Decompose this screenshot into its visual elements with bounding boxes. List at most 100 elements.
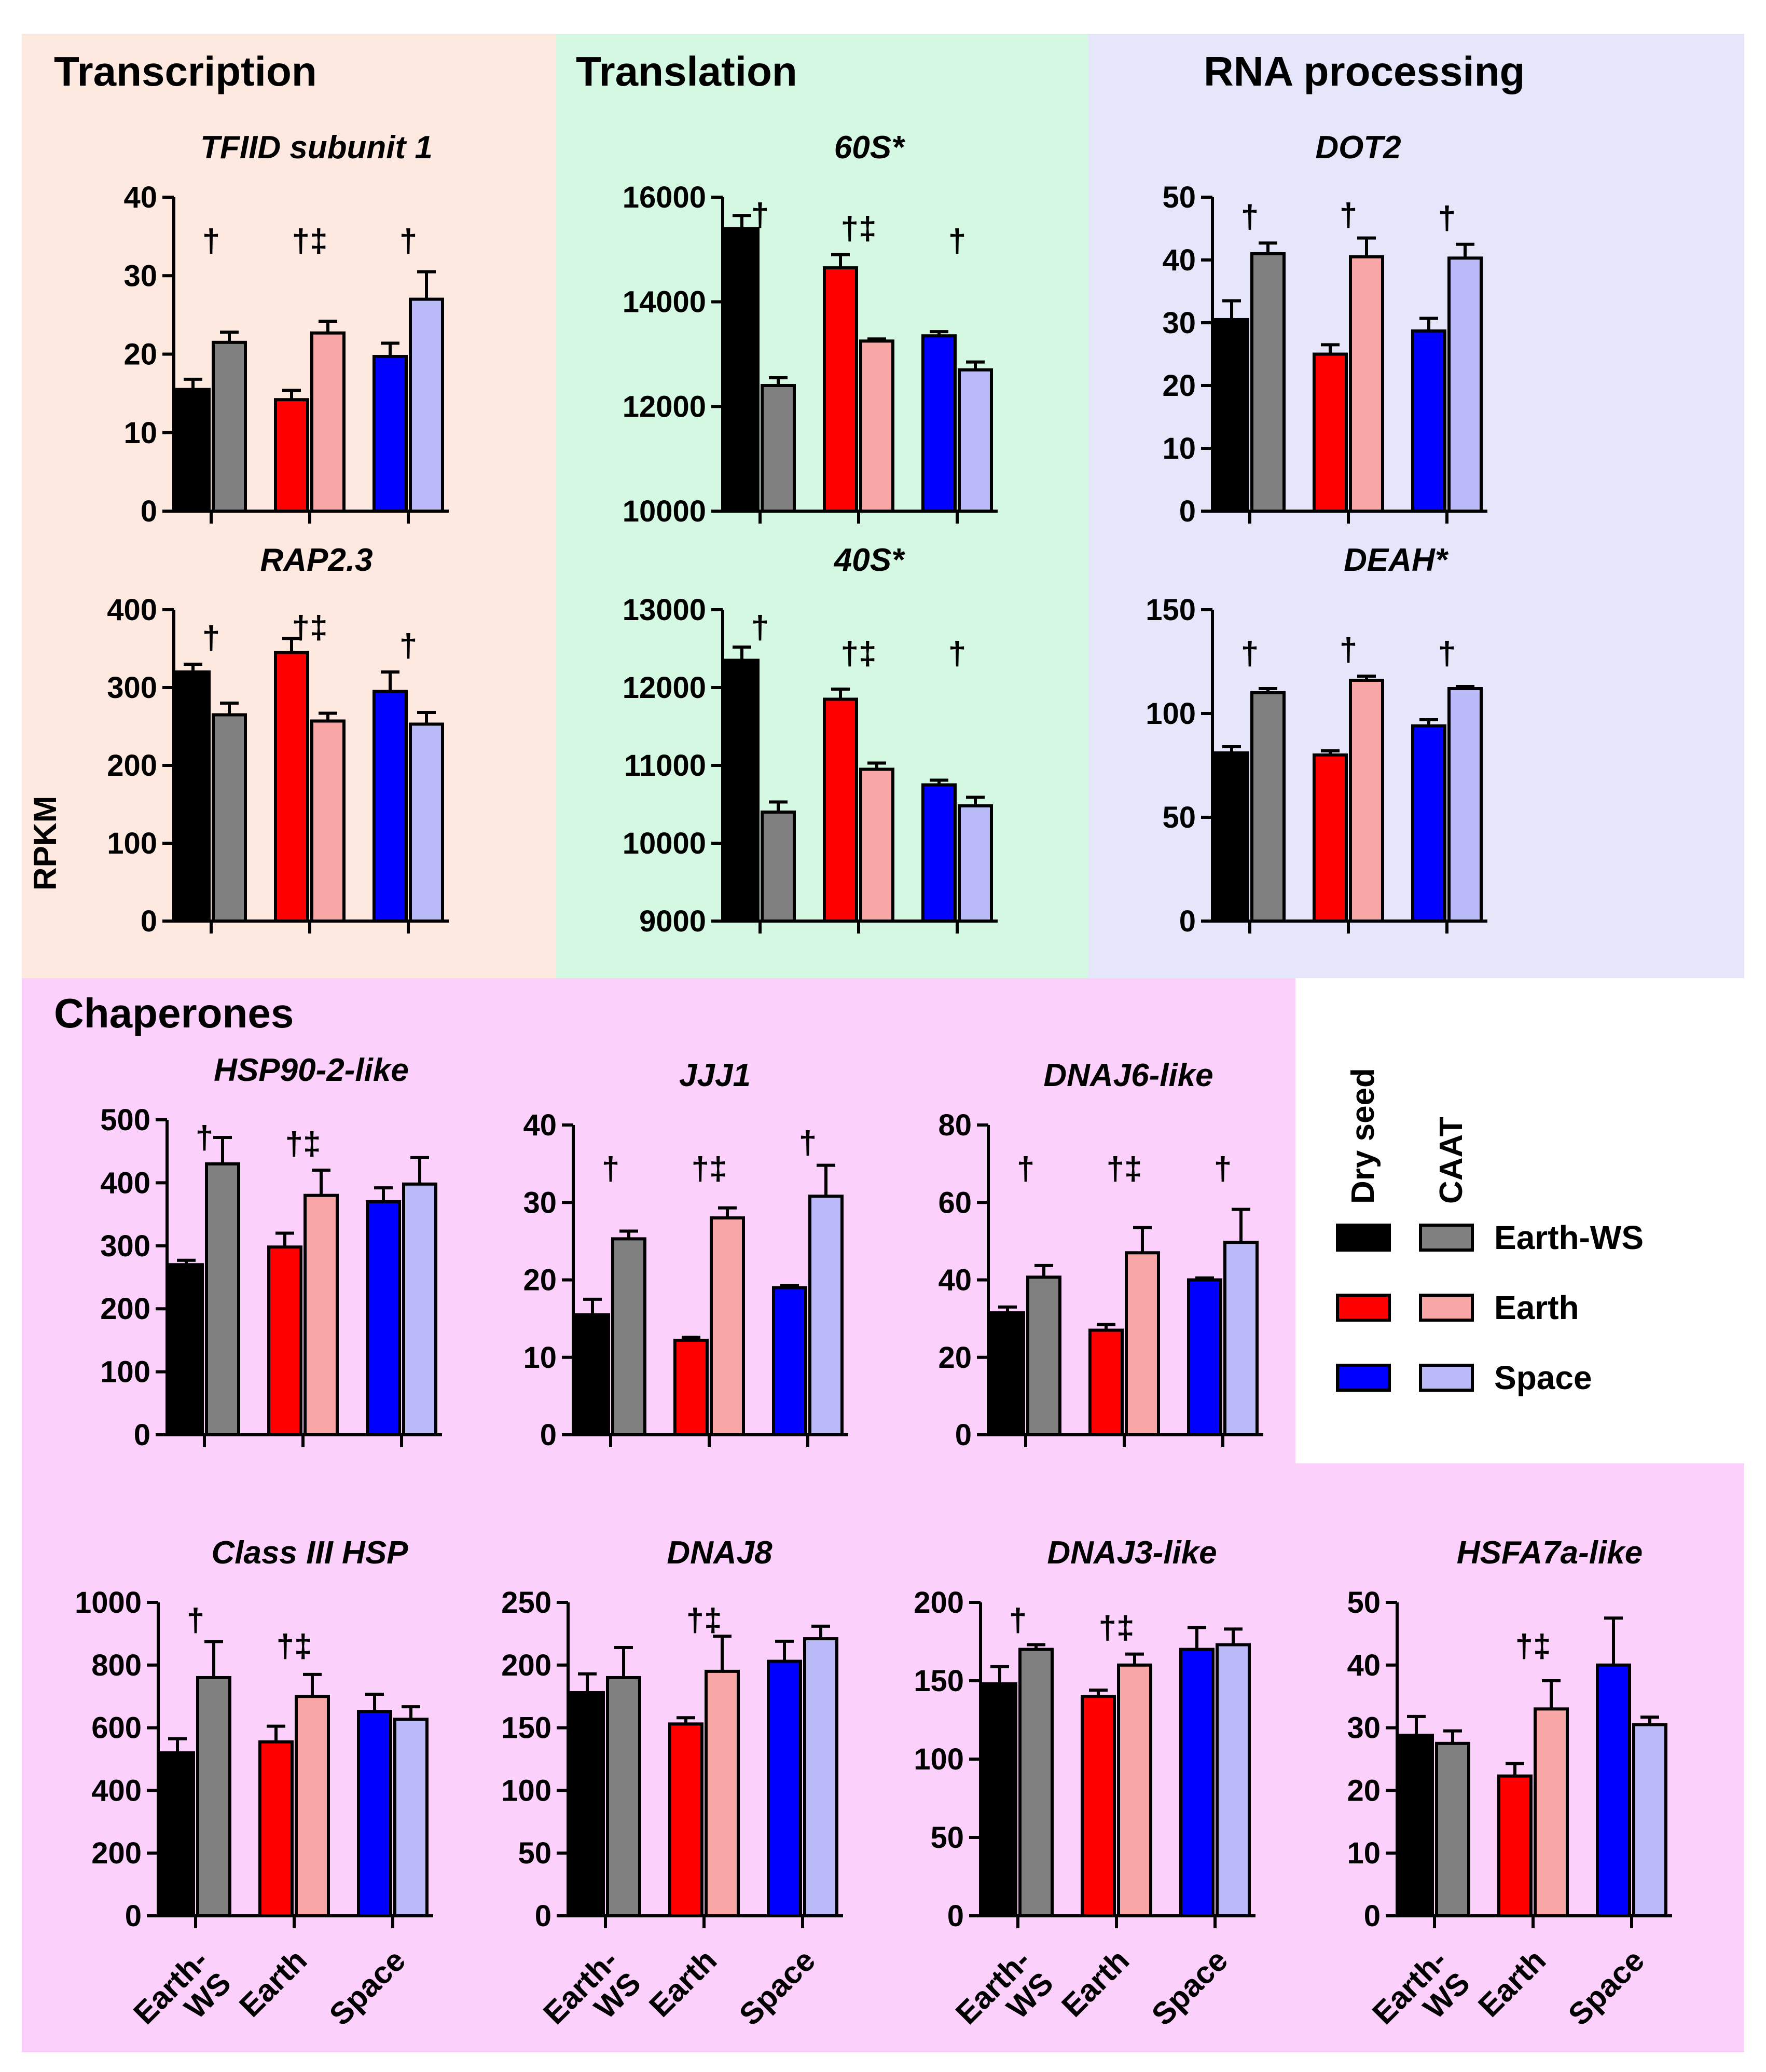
y-tick-label: 200 xyxy=(501,1649,551,1682)
significance-marker: †‡ xyxy=(277,1628,312,1664)
bar-dry-seed-0 xyxy=(570,1691,605,1917)
y-tick-label: 100 xyxy=(107,827,157,860)
y-tick-label: 20 xyxy=(938,1341,972,1375)
y-tick-label: 20 xyxy=(523,1264,557,1297)
chart-title: DNAJ8 xyxy=(667,1535,772,1571)
y-tick-label: 0 xyxy=(1364,1899,1381,1933)
y-tick-label: 13000 xyxy=(623,593,706,627)
bar-caat-1 xyxy=(1349,255,1384,513)
legend-label: Space xyxy=(1494,1359,1592,1396)
y-tick-label: 30 xyxy=(523,1186,557,1219)
y-tick-label: 40 xyxy=(1347,1649,1381,1682)
y-tick-label: 40 xyxy=(1162,243,1196,277)
significance-marker: †‡ xyxy=(692,1151,727,1187)
bar-caat-2 xyxy=(1216,1643,1251,1918)
chaperones-title: Chaperones xyxy=(54,990,294,1036)
bar-caat-2 xyxy=(1447,256,1483,513)
bar-caat-2 xyxy=(402,1182,437,1436)
bar-dry-seed-0 xyxy=(175,670,211,923)
significance-marker: † xyxy=(196,1120,213,1156)
bar-dry-seed-0 xyxy=(160,1751,195,1917)
chart-title: DNAJ3-like xyxy=(1047,1535,1217,1571)
chart-hsp90: HSP90-2-like 0 100 200 300 400 500 † †‡ xyxy=(100,1052,442,1452)
bar-caat-0 xyxy=(1018,1648,1054,1918)
bar-dry-seed-0 xyxy=(1399,1734,1434,1917)
bar-caat-1 xyxy=(303,1193,339,1436)
y-tick-label: 20 xyxy=(123,338,157,372)
y-tick-label: 400 xyxy=(107,593,157,627)
bar-caat-2 xyxy=(1223,1241,1259,1437)
y-tick-label: 100 xyxy=(1146,697,1196,731)
bar-caat-0 xyxy=(1435,1741,1470,1918)
bar-caat-2 xyxy=(958,804,993,923)
bar-caat-0 xyxy=(606,1676,641,1917)
y-axis-label: RPKM xyxy=(27,796,63,891)
legend-swatch-caat xyxy=(1419,1364,1474,1392)
significance-marker: †‡ xyxy=(686,1602,722,1638)
significance-marker: †‡ xyxy=(841,211,877,246)
bar-caat-1 xyxy=(710,1216,745,1437)
y-tick-label: 100 xyxy=(100,1355,150,1389)
bar-caat-1 xyxy=(1117,1663,1152,1918)
bar-caat-1 xyxy=(859,339,894,513)
bar-dry-seed-0 xyxy=(724,658,760,923)
y-tick-label: 10 xyxy=(1162,432,1196,465)
significance-marker: † xyxy=(1340,197,1357,233)
chart-title: TFIID subunit 1 xyxy=(200,130,433,166)
bar-caat-2 xyxy=(958,368,993,513)
bar-dry-seed-1 xyxy=(823,697,858,923)
y-tick-label: 0 xyxy=(125,1899,142,1933)
y-tick-label: 300 xyxy=(107,671,157,705)
significance-marker: † xyxy=(202,620,220,656)
y-tick-label: 300 xyxy=(100,1229,150,1263)
bar-caat-1 xyxy=(310,719,346,923)
y-tick-label: 10 xyxy=(123,416,157,450)
significance-marker: † xyxy=(1241,636,1259,671)
significance-marker: † xyxy=(751,197,769,233)
chart-jjj1: JJJ1 0 10 20 30 40 † †‡ † xyxy=(523,1058,848,1452)
legend-swatch-caat xyxy=(1419,1294,1474,1322)
y-tick-label: 0 xyxy=(141,495,157,528)
bar-dry-seed-1 xyxy=(668,1722,703,1918)
legend-rows: Earth-WS Earth Space xyxy=(1336,1219,1644,1396)
y-tick-label: 0 xyxy=(535,1899,551,1933)
y-tick-label: 150 xyxy=(1146,593,1196,627)
bar-caat-1 xyxy=(859,767,894,923)
rna-processing-title: RNA processing xyxy=(1204,48,1525,94)
significance-marker: † xyxy=(202,223,220,259)
bar-caat-1 xyxy=(1125,1251,1160,1436)
y-tick-label: 10 xyxy=(1347,1836,1381,1870)
y-tick-label: 0 xyxy=(1179,495,1196,528)
bar-dry-seed-0 xyxy=(1214,751,1249,923)
significance-marker: †‡ xyxy=(292,610,328,646)
bar-dry-seed-2 xyxy=(372,690,408,923)
y-tick-label: 10000 xyxy=(623,827,706,860)
bar-caat-1 xyxy=(1534,1707,1569,1918)
significance-marker: † xyxy=(1017,1151,1034,1187)
bar-dry-seed-2 xyxy=(767,1659,802,1917)
y-tick-label: 0 xyxy=(1179,904,1196,938)
bar-caat-0 xyxy=(761,811,796,923)
y-tick-label: 30 xyxy=(123,259,157,293)
legend-swatch-dry-seed xyxy=(1336,1364,1391,1392)
y-tick-label: 40 xyxy=(523,1108,557,1142)
bar-dry-seed-2 xyxy=(921,783,957,923)
chart-title: JJJ1 xyxy=(679,1058,751,1093)
significance-marker: †‡ xyxy=(841,636,877,671)
bar-dry-seed-0 xyxy=(724,227,760,513)
bar-dry-seed-1 xyxy=(1313,352,1348,513)
chart-title: HSFA7a-like xyxy=(1457,1535,1643,1571)
y-tick-label: 0 xyxy=(947,1899,964,1933)
bar-dry-seed-0 xyxy=(169,1263,204,1436)
significance-marker: † xyxy=(187,1602,204,1638)
legend-dry-seed-header: Dry seed xyxy=(1345,1068,1381,1204)
translation-panel-bg xyxy=(556,34,1088,978)
y-tick-label: 30 xyxy=(1347,1711,1381,1745)
y-tick-label: 200 xyxy=(914,1586,964,1620)
y-tick-label: 10 xyxy=(523,1341,557,1375)
y-tick-label: 50 xyxy=(518,1836,551,1870)
bar-caat-1 xyxy=(1349,679,1384,923)
legend: Dry seed CAAT Earth-WS Earth Space xyxy=(1295,978,1744,1463)
y-tick-label: 40 xyxy=(123,181,157,214)
